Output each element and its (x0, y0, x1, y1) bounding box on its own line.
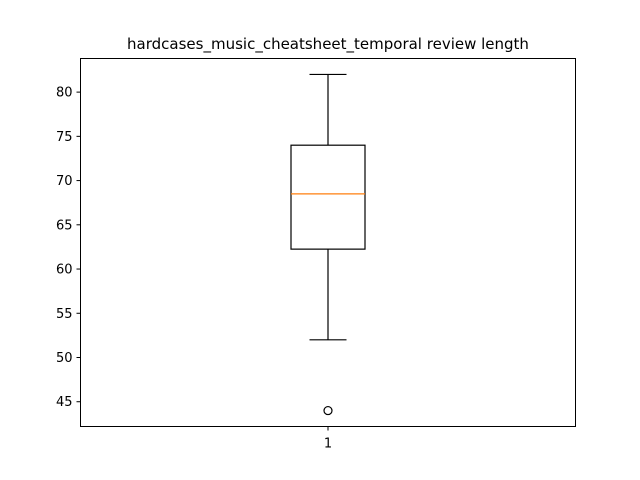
box-group (290, 73, 366, 416)
y-tick-label: 60 (56, 263, 73, 278)
iqr-box (290, 144, 366, 250)
y-tick-label: 65 (56, 218, 73, 233)
y-tick-label: 50 (56, 351, 73, 366)
plot-area (290, 73, 366, 416)
chart-title: hardcases_music_cheatsheet_temporal revi… (127, 35, 529, 54)
y-tick-label: 55 (56, 307, 73, 322)
y-tick-label: 80 (56, 86, 73, 101)
y-axis: 45 50 55 60 65 70 75 80 (56, 86, 81, 410)
y-tick-label: 75 (56, 130, 73, 145)
outlier-point (323, 405, 333, 416)
x-axis: 1 (324, 426, 332, 452)
x-tick-label: 1 (324, 437, 332, 452)
y-tick-label: 70 (56, 174, 73, 189)
y-tick-label: 45 (56, 395, 73, 410)
